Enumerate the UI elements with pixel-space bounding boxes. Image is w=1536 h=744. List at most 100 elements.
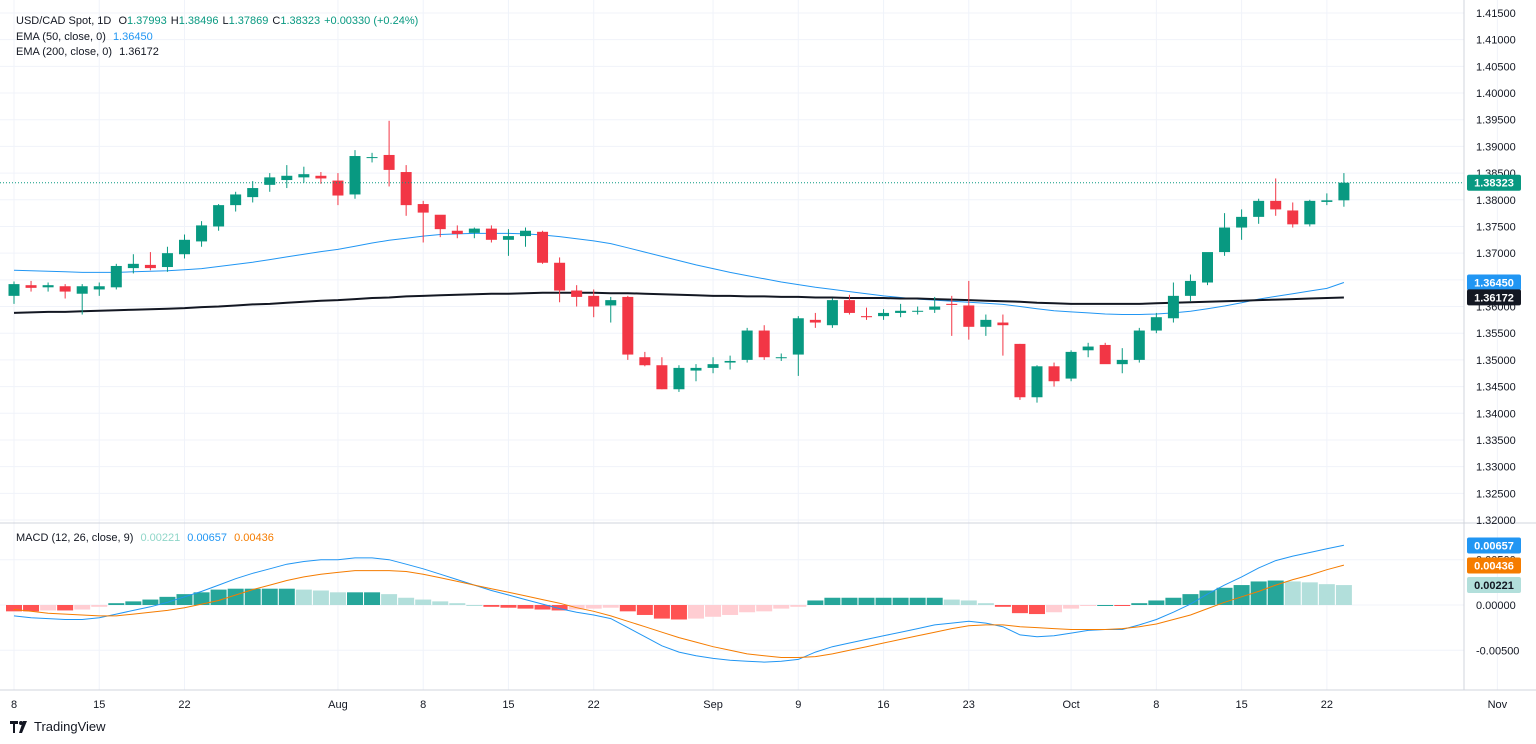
macd-histogram-bar — [1267, 580, 1284, 605]
candle-body — [144, 264, 156, 269]
time-tick-label: 8 — [1153, 699, 1159, 711]
close-label: C — [272, 15, 281, 27]
candle-body — [196, 225, 208, 242]
macd-label: MACD (12, 26, close, 9) — [16, 532, 134, 544]
candle-body — [1099, 344, 1111, 365]
macd-histogram-bar — [142, 599, 159, 605]
macd-histogram-bar — [244, 588, 261, 605]
candle-body — [741, 330, 753, 360]
ema50-price-tag: 1.36450 — [1474, 278, 1514, 290]
macd-histogram-bar — [1080, 605, 1097, 606]
candle-body — [775, 357, 787, 359]
candle-body — [929, 306, 941, 310]
macd-hist-value: 0.00221 — [140, 532, 181, 544]
macd-histogram-bar — [261, 588, 278, 605]
candle-body — [315, 175, 327, 179]
time-tick-label: 15 — [502, 699, 514, 711]
macd-legend: MACD (12, 26, close, 9) 0.00221 0.00657 … — [16, 532, 278, 544]
price-tick-label: 1.33500 — [1476, 435, 1516, 447]
macd-histogram-bar — [415, 599, 432, 605]
macd-tick-label: 0.00000 — [1476, 600, 1516, 612]
macd-histogram-bar — [1011, 605, 1028, 614]
candle-body — [826, 300, 838, 326]
macd-histogram-bar — [636, 605, 653, 615]
time-tick-label: 9 — [795, 699, 801, 711]
macd-histogram-bar — [176, 594, 193, 605]
candle-body — [1082, 346, 1094, 351]
candle-body — [724, 360, 736, 363]
candle-body — [1202, 252, 1213, 283]
low-label: L — [222, 15, 229, 27]
time-tick-label: 15 — [93, 699, 105, 711]
ema200-price-tag-bg — [1467, 289, 1521, 306]
price-tick-label: 1.41000 — [1476, 35, 1516, 47]
candle-body — [1031, 366, 1043, 398]
macd-histogram-bar — [1046, 605, 1063, 613]
macd-signal-line — [13, 564, 1345, 658]
candle-body — [247, 188, 259, 198]
macd-histogram-bar — [1148, 600, 1165, 605]
macd-histogram-bar — [977, 603, 994, 605]
candle-body — [861, 316, 872, 318]
macd-histogram-bar — [108, 603, 125, 605]
macd-histogram-bar — [1063, 605, 1080, 609]
candle-body — [1236, 216, 1248, 228]
candle-body — [605, 300, 617, 306]
change-value: +0.00330 (+0.24%) — [324, 15, 419, 27]
ema50-legend: EMA (50, close, 0) 1.36450 — [16, 31, 157, 43]
price-tick-label: 1.35000 — [1476, 355, 1516, 367]
candle-body — [383, 154, 395, 170]
candle-body — [76, 286, 88, 294]
macd-histogram-bar — [57, 605, 74, 611]
macd-histogram-bar — [739, 605, 756, 613]
macd-hist-tag: 0.00221 — [1474, 580, 1514, 592]
time-tick-label: 22 — [588, 699, 600, 711]
ohlc-values: O1.37993 H1.38496 L1.37869 C1.38323 +0.00330… — [118, 15, 422, 27]
candle-body — [400, 172, 412, 206]
macd-histogram-bar — [466, 605, 483, 606]
macd-histogram-bar — [23, 605, 40, 612]
candle-body — [42, 285, 54, 288]
macd-histogram-bar — [909, 597, 926, 605]
macd-histogram-bar — [1029, 605, 1045, 615]
candle-body — [639, 357, 651, 366]
candle-body — [485, 228, 497, 240]
macd-histogram-bar — [875, 597, 892, 605]
macd-histogram-bar — [790, 605, 807, 607]
candle-body — [707, 364, 719, 368]
macd-histogram-bar — [1182, 594, 1199, 605]
candle-body — [93, 286, 105, 290]
macd-line-tag-bg — [1467, 537, 1521, 554]
candle-body — [980, 319, 992, 327]
candle-body — [690, 367, 702, 371]
tradingview-logo[interactable]: TradingView — [10, 719, 106, 734]
time-tick-label: 22 — [178, 699, 190, 711]
macd-histogram-bar — [619, 605, 636, 612]
candle-body — [673, 367, 685, 390]
candle-body — [520, 230, 531, 237]
macd-histogram-bar — [1233, 585, 1250, 605]
time-tick-label: 22 — [1321, 699, 1333, 711]
macd-histogram-bar — [1165, 597, 1182, 605]
price-tick-label: 1.39000 — [1476, 141, 1516, 153]
macd-histogram-bar — [1199, 590, 1216, 605]
ema200-legend: EMA (200, close, 0) 1.36172 — [16, 46, 163, 58]
high-label: H — [170, 15, 179, 27]
candle-body — [537, 231, 549, 263]
candle-body — [1321, 200, 1333, 202]
macd-histogram-bar — [705, 605, 722, 617]
macd-histogram-bar — [449, 603, 466, 605]
candle-body — [1150, 317, 1162, 331]
macd-histogram-bar — [432, 601, 449, 605]
candle-body — [946, 303, 958, 305]
time-tick-label: Aug — [328, 699, 348, 711]
macd-histogram-bar — [824, 597, 841, 605]
candle-body — [792, 318, 804, 355]
price-tick-label: 1.34000 — [1476, 408, 1516, 420]
ema50-line — [13, 232, 1345, 315]
candle-body — [656, 365, 668, 390]
macd-histogram-bar — [517, 605, 534, 609]
macd-histogram-bar — [1284, 581, 1301, 605]
candle-body — [758, 330, 770, 358]
